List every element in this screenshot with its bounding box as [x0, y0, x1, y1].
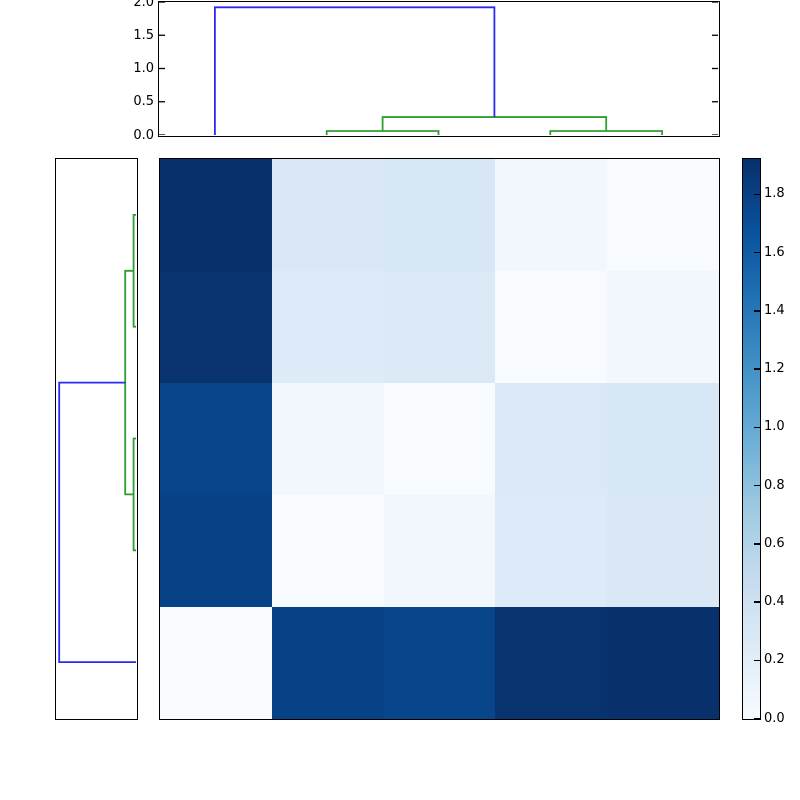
dendrogram-link — [132, 214, 136, 328]
colorbar-tick-label-0.6: 0.6 — [764, 535, 785, 551]
heatmap-cell-r3-c2 — [383, 495, 496, 607]
left-dendrogram-panel — [55, 158, 138, 720]
heatmap-cell-r0-c1 — [271, 159, 384, 271]
heatmap-cell-r1-c1 — [271, 271, 384, 383]
heatmap-cell-r4-c2 — [383, 607, 496, 719]
heatmap-cell-r1-c2 — [383, 271, 496, 383]
colorbar-tick-label-0.0: 0.0 — [764, 710, 785, 726]
heatmap-cell-r3-c0 — [160, 495, 272, 607]
dendrogram-link — [549, 130, 664, 135]
colorbar-tick-label-1.0: 1.0 — [764, 419, 785, 435]
colorbar-tick-label-0.4: 0.4 — [764, 594, 785, 610]
heatmap-grid — [160, 159, 719, 719]
colorbar-tick-label-1.4: 1.4 — [764, 302, 785, 318]
top-dendrogram-panel — [158, 1, 720, 137]
colorbar-tick — [753, 717, 760, 720]
heatmap-cell-r4-c4 — [607, 607, 719, 719]
colorbar-gradient — [743, 159, 760, 719]
heatmap — [159, 158, 720, 720]
heatmap-cell-r3-c4 — [607, 495, 719, 607]
heatmap-cell-r2-c1 — [271, 383, 384, 495]
top-dendrogram-tick-label-1.0: 1.0 — [133, 61, 154, 76]
colorbar-tick — [753, 659, 760, 661]
dendrogram-link — [124, 269, 134, 496]
heatmap-cell-r0-c4 — [607, 159, 719, 271]
top-dendrogram-tick-label-0.0: 0.0 — [133, 127, 154, 143]
heatmap-cell-r4-c1 — [271, 607, 384, 719]
heatmap-cell-r2-c3 — [495, 383, 608, 495]
colorbar-tick-label-0.8: 0.8 — [764, 477, 785, 493]
top-dendrogram-tick-label-0.5: 0.5 — [133, 94, 154, 110]
heatmap-cell-r3-c3 — [495, 495, 608, 607]
heatmap-cell-r0-c0 — [160, 159, 272, 271]
dendrogram-link — [214, 6, 496, 135]
heatmap-cell-r2-c2 — [383, 383, 496, 495]
heatmap-cell-r4-c3 — [495, 607, 608, 719]
colorbar-tick — [753, 310, 760, 312]
dendrogram-link — [381, 116, 608, 132]
heatmap-cell-r1-c0 — [160, 271, 272, 383]
dendrogram-link — [58, 381, 136, 664]
colorbar-tick — [753, 484, 760, 487]
colorbar-tick — [753, 368, 760, 370]
heatmap-cell-r4-c0 — [160, 607, 272, 719]
heatmap-cell-r1-c3 — [495, 271, 608, 383]
colorbar-tick — [753, 251, 760, 254]
top-dendrogram-tick-label-1.5: 1.5 — [133, 27, 154, 43]
colorbar — [742, 158, 761, 720]
heatmap-cell-r0-c2 — [383, 159, 496, 271]
colorbar-tick-label-1.6: 1.6 — [764, 244, 785, 260]
left-dendrogram — [58, 214, 136, 664]
dendrogram-link — [132, 437, 136, 552]
heatmap-cell-r3-c1 — [271, 495, 384, 607]
heatmap-cell-r0-c3 — [495, 159, 608, 271]
heatmap-cell-r1-c4 — [607, 271, 719, 383]
heatmap-cell-r2-c4 — [607, 383, 719, 495]
colorbar-tick — [753, 193, 760, 196]
colorbar-tick-label-1.8: 1.8 — [764, 186, 785, 202]
dendrogram-link — [325, 130, 440, 135]
top-dendrogram-tick-label-2.0: 2.0 — [133, 0, 154, 10]
heatmap-cell-r2-c0 — [160, 383, 272, 495]
colorbar-tick — [753, 426, 760, 429]
top-dendrogram — [159, 2, 718, 135]
colorbar-tick — [753, 543, 760, 545]
colorbar-tick — [753, 601, 760, 603]
colorbar-tick-label-1.2: 1.2 — [764, 361, 785, 377]
colorbar-tick-label-0.2: 0.2 — [764, 652, 785, 668]
